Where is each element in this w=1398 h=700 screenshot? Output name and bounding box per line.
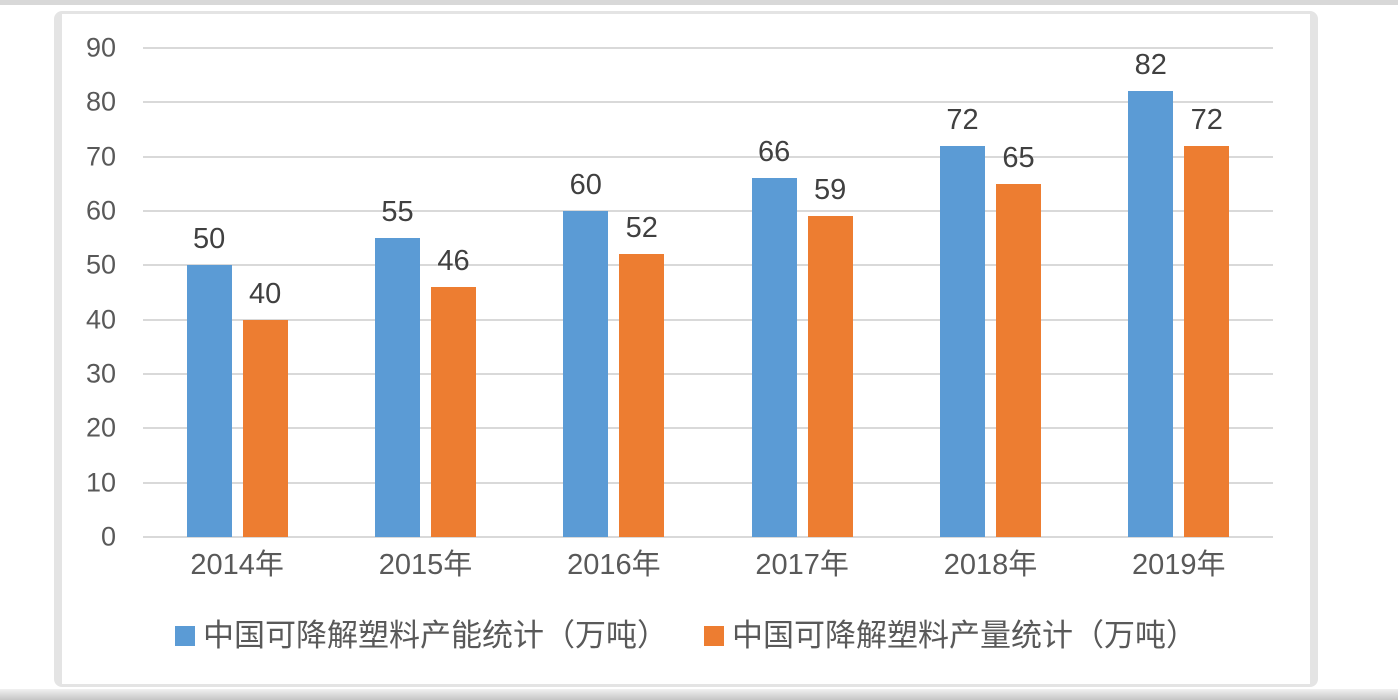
y-tick-label: 40 bbox=[85, 304, 116, 335]
bar-with-label: 72 bbox=[1184, 48, 1230, 537]
gridline bbox=[143, 47, 1273, 49]
y-tick-label: 90 bbox=[85, 32, 116, 63]
bar-group: 82 72 bbox=[1085, 48, 1273, 537]
bar bbox=[995, 183, 1041, 537]
bar-with-label: 59 bbox=[807, 48, 853, 537]
window-bottom-edge bbox=[0, 689, 1398, 700]
x-tick-label: 2019年 bbox=[1132, 549, 1226, 581]
gridline bbox=[143, 101, 1273, 104]
bar-with-label: 46 bbox=[430, 48, 476, 537]
bar bbox=[807, 216, 853, 537]
bar-with-label: 60 bbox=[563, 48, 609, 537]
gridline bbox=[143, 427, 1273, 430]
bar bbox=[619, 254, 665, 537]
bar-value-label: 66 bbox=[758, 136, 791, 169]
legend-swatch bbox=[704, 626, 724, 646]
bar-groups: 50 40 55 46 60 52 66 59 72 65 82 72 bbox=[143, 48, 1273, 537]
x-tick-label: 2016年 bbox=[567, 549, 661, 581]
bar-value-label: 59 bbox=[814, 174, 847, 207]
y-tick-label: 50 bbox=[85, 249, 116, 280]
bar bbox=[186, 265, 232, 537]
y-tick-label: 30 bbox=[85, 358, 116, 389]
gridline bbox=[143, 536, 1273, 538]
bar-value-label: 72 bbox=[1190, 103, 1223, 136]
y-tick-label: 80 bbox=[85, 86, 116, 117]
bar-with-label: 66 bbox=[751, 48, 797, 537]
y-tick-label: 70 bbox=[85, 141, 116, 172]
bar-with-label: 82 bbox=[1128, 48, 1174, 537]
bar bbox=[1184, 145, 1230, 537]
bar bbox=[374, 238, 420, 537]
bar bbox=[1128, 91, 1174, 537]
legend-item-output: 中国可降解塑料产量统计（万吨） bbox=[704, 617, 1197, 655]
y-tick-label: 0 bbox=[100, 521, 116, 552]
y-tick-label: 20 bbox=[85, 412, 116, 443]
gridline bbox=[143, 264, 1273, 267]
bar-value-label: 46 bbox=[437, 245, 470, 278]
bar-with-label: 72 bbox=[939, 48, 985, 537]
window-top-edge bbox=[0, 0, 1398, 5]
bar-value-label: 72 bbox=[946, 103, 979, 136]
bar-value-label: 50 bbox=[193, 223, 226, 256]
chart-container: 0 10 20 30 40 50 60 70 80 90 50 40 55 46 60 52 66 59 72 65… bbox=[54, 11, 1318, 687]
bar-group: 50 40 bbox=[143, 48, 331, 537]
x-tick-label: 2015年 bbox=[378, 549, 473, 581]
x-tick-label: 2018年 bbox=[943, 549, 1038, 581]
x-tick-label: 2014年 bbox=[190, 549, 284, 581]
x-tick-label: 2017年 bbox=[755, 549, 849, 581]
bar-group: 72 65 bbox=[896, 48, 1084, 537]
bar bbox=[939, 145, 985, 537]
bar bbox=[242, 319, 288, 537]
bar-group: 66 59 bbox=[708, 48, 896, 537]
bar-with-label: 55 bbox=[374, 48, 420, 537]
y-axis: 0 10 20 30 40 50 60 70 80 90 bbox=[62, 34, 132, 550]
bar-value-label: 55 bbox=[381, 196, 414, 229]
bar bbox=[751, 178, 797, 537]
gridline bbox=[143, 318, 1273, 321]
bar-value-label: 52 bbox=[625, 212, 658, 245]
gridline bbox=[143, 481, 1273, 484]
bar-value-label: 82 bbox=[1134, 49, 1167, 82]
y-tick-label: 60 bbox=[85, 195, 116, 226]
legend: 中国可降解塑料产能统计（万吨） 中国可降解塑料产量统计（万吨） bbox=[62, 617, 1310, 655]
bar-group: 60 52 bbox=[520, 48, 708, 537]
bar-with-label: 65 bbox=[995, 48, 1041, 537]
bar-with-label: 50 bbox=[186, 48, 232, 537]
legend-swatch bbox=[175, 626, 195, 646]
x-axis: 2014年 2015年 2016年 2017年 2018年 2019年 bbox=[143, 547, 1273, 583]
bar bbox=[430, 287, 476, 537]
bar-value-label: 40 bbox=[249, 277, 282, 310]
bar bbox=[563, 211, 609, 537]
y-tick-label: 10 bbox=[85, 467, 116, 498]
bar-value-label: 60 bbox=[569, 169, 602, 201]
legend-label: 中国可降解塑料产能统计（万吨） bbox=[203, 618, 668, 653]
gridline bbox=[143, 210, 1273, 212]
bar-group: 55 46 bbox=[331, 48, 519, 537]
bar-with-label: 40 bbox=[242, 48, 288, 537]
bar-value-label: 65 bbox=[1002, 141, 1035, 174]
gridline bbox=[143, 155, 1273, 158]
gridline bbox=[143, 373, 1273, 375]
legend-item-capacity: 中国可降解塑料产能统计（万吨） bbox=[175, 617, 668, 655]
plot-area: 50 40 55 46 60 52 66 59 72 65 82 72 bbox=[143, 47, 1273, 538]
legend-label: 中国可降解塑料产量统计（万吨） bbox=[732, 618, 1197, 653]
bar-with-label: 52 bbox=[619, 48, 665, 537]
